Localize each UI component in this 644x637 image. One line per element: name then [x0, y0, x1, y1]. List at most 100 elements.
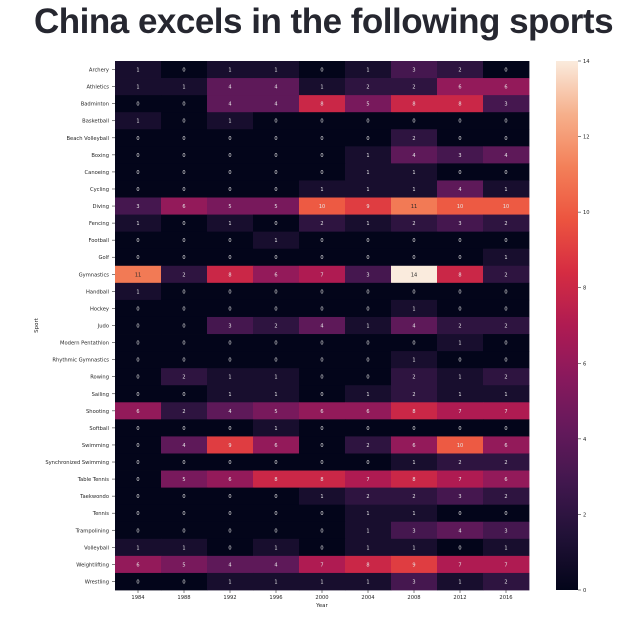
heatmap-cell [253, 555, 300, 574]
heatmap-cell [483, 555, 530, 574]
cell-value-label: 0 [320, 136, 323, 142]
cell-value-label: 0 [320, 119, 323, 125]
x-axis-label: Year [315, 603, 328, 609]
heatmap-cell [161, 555, 208, 574]
heatmap-cell [345, 248, 392, 267]
heatmap-cell [437, 112, 484, 130]
heatmap-cell [483, 316, 530, 335]
y-tick-label: Taekwondo [79, 494, 109, 500]
heatmap-cell [437, 368, 484, 386]
cell-value-label: 0 [320, 238, 323, 244]
cell-value-label: 0 [228, 187, 231, 193]
cell-value-label: 1 [366, 68, 369, 74]
colorbar [556, 61, 578, 590]
cell-value-label: 8 [412, 477, 415, 483]
cell-value-label: 0 [366, 375, 369, 381]
cell-value-label: 0 [136, 238, 139, 244]
cell-value-label: 0 [182, 511, 185, 517]
heatmap-cell [299, 470, 346, 489]
y-tick-label: Canoeing [85, 170, 109, 176]
y-tick-label: Football [88, 238, 109, 244]
cell-value-label: 1 [274, 238, 277, 244]
heatmap-cell [207, 334, 254, 352]
cell-value-label: 0 [458, 255, 461, 261]
cell-value-label: 0 [504, 341, 507, 347]
heatmap-cell [161, 385, 208, 403]
heatmap-cell [483, 504, 530, 523]
cell-value-label: 1 [412, 460, 415, 466]
cell-value-label: 4 [274, 85, 277, 91]
cell-value-label: 0 [136, 477, 139, 483]
cell-value-label: 0 [412, 255, 415, 261]
cell-value-label: 0 [136, 102, 139, 108]
cell-value-label: 4 [228, 102, 231, 108]
cell-value-label: 1 [412, 170, 415, 176]
heatmap-cell [299, 487, 346, 506]
cell-value-label: 8 [320, 477, 323, 483]
heatmap-cell [483, 146, 530, 164]
cell-value-label: 1 [228, 375, 231, 381]
heatmap-cell [161, 146, 208, 164]
cell-value-label: 2 [320, 221, 323, 227]
cell-value-label: 3 [504, 528, 507, 534]
heatmap-cell [345, 436, 392, 454]
cell-value-label: 1 [366, 221, 369, 227]
heatmap-cell [391, 470, 438, 489]
heatmap-cell [437, 334, 484, 352]
cell-value-label: 1 [136, 85, 139, 91]
cell-value-label: 0 [274, 170, 277, 176]
heatmap-cell [345, 368, 392, 386]
y-tick-label: Rhythmic Gymnastics [52, 358, 109, 364]
cell-value-label: 3 [412, 579, 415, 585]
cell-value-label: 0 [136, 306, 139, 312]
heatmap-cell [483, 231, 530, 250]
cell-value-label: 1 [274, 545, 277, 551]
heatmap-cell [207, 436, 254, 454]
cell-value-label: 1 [228, 392, 231, 398]
cell-value-label: 2 [504, 375, 507, 381]
heatmap-cell [483, 470, 530, 489]
heatmap-cell [483, 436, 530, 454]
heatmap-cell [161, 214, 208, 233]
heatmap-cell [299, 146, 346, 164]
cell-value-label: 5 [274, 204, 277, 210]
cell-value-label: 0 [274, 341, 277, 347]
cell-value-label: 3 [228, 324, 231, 330]
cell-value-label: 1 [366, 528, 369, 534]
heatmap-cell [391, 163, 438, 181]
heatmap-cell [391, 453, 438, 471]
cell-value-label: 7 [458, 477, 461, 483]
heatmap-cell [345, 112, 392, 130]
cell-value-label: 7 [366, 477, 369, 483]
heatmap-cell [391, 334, 438, 352]
y-tick-label: Diving [92, 204, 109, 210]
heatmap-cell [437, 265, 484, 284]
heatmap-cell [391, 265, 438, 284]
heatmap-cell [115, 61, 162, 79]
cell-value-label: 0 [320, 358, 323, 364]
y-tick-label: Volleyball [84, 545, 109, 551]
y-tick-label: Handball [86, 289, 109, 295]
heatmap-cell [345, 334, 392, 352]
cell-value-label: 6 [228, 477, 231, 483]
heatmap-cell [207, 368, 254, 386]
cell-value-label: 11 [411, 204, 417, 210]
cell-value-label: 0 [136, 187, 139, 193]
cell-value-label: 0 [320, 375, 323, 381]
heatmap-cell [299, 197, 346, 215]
x-tick-label: 1996 [269, 595, 282, 601]
cell-value-label: 6 [274, 272, 277, 278]
heatmap-cell [391, 368, 438, 386]
y-tick-label: Archery [89, 68, 109, 74]
heatmap-cell [299, 419, 346, 437]
cell-value-label: 0 [458, 358, 461, 364]
heatmap-cell [115, 265, 162, 284]
cell-value-label: 0 [366, 119, 369, 125]
cell-value-label: 7 [504, 562, 507, 568]
heatmap-cell [115, 163, 162, 181]
cell-value-label: 2 [412, 136, 415, 142]
heatmap-cell [161, 299, 208, 318]
heatmap-cell [483, 334, 530, 352]
page-title: China excels in the following sports [34, 2, 614, 41]
cell-value-label: 1 [136, 68, 139, 74]
